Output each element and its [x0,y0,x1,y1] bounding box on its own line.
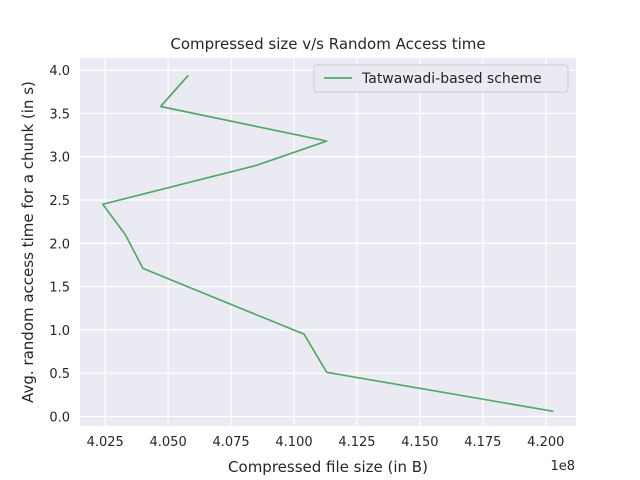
x-tick-label: 4.025 [87,435,124,450]
legend-entry-label: Tatwawadi-based scheme [361,71,542,87]
y-axis-ticks: 0.0 0.5 1.0 1.5 2.0 2.5 3.0 3.5 4.0 [49,64,70,425]
x-tick-label: 4.100 [275,435,312,450]
chart-title: Compressed size v/s Random Access time [170,35,485,53]
x-tick-label: 4.125 [338,435,375,450]
x-axis-ticks: 4.025 4.050 4.075 4.100 4.125 4.150 4.175 4.200 [87,435,565,450]
x-tick-label: 4.200 [527,435,564,450]
plot-area [80,58,576,426]
y-tick-label: 0.0 [49,410,70,425]
y-tick-label: 4.0 [49,64,70,79]
legend-box [313,64,569,93]
y-tick-label: 3.5 [49,107,70,122]
y-tick-label: 2.5 [49,194,70,209]
series-line [101,74,554,413]
y-axis-label: Avg. random access time for a chunk (in … [19,81,37,403]
y-tick-label: 2.0 [49,237,70,252]
legend: Tatwawadi-based scheme [313,64,569,93]
x-axis-label: Compressed file size (in B) [228,458,428,476]
x-tick-label: 4.050 [150,435,187,450]
y-tick-label: 1.5 [49,281,70,296]
x-tick-label: 4.150 [401,435,438,450]
series-layer [101,74,554,413]
x-axis-offset-label: 1e8 [550,459,575,474]
y-tick-label: 3.0 [49,151,70,166]
x-tick-label: 4.075 [212,435,249,450]
y-tick-label: 1.0 [49,324,70,339]
y-tick-label: 0.5 [49,367,70,382]
x-tick-label: 4.175 [464,435,501,450]
